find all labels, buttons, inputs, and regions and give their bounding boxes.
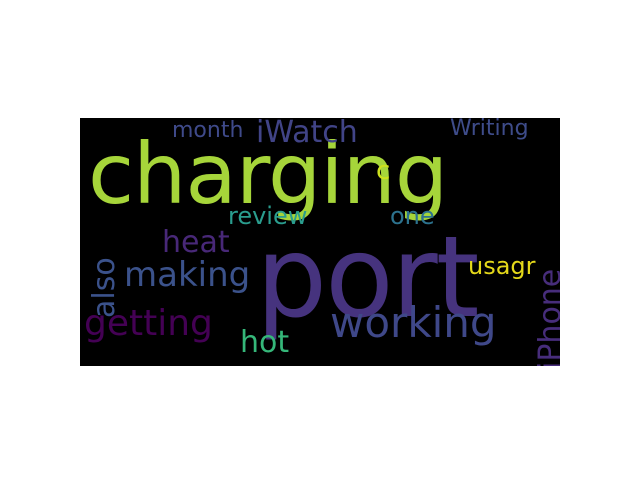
- word-c: c: [376, 156, 391, 186]
- word-making: making: [124, 255, 251, 295]
- word-usagr: usagr: [468, 252, 536, 280]
- word-one: one: [390, 202, 435, 230]
- word-writing: Writing: [450, 118, 529, 141]
- word-cloud-canvas: charging port working getting making hea…: [80, 118, 560, 366]
- word-iwatch: iWatch: [256, 118, 358, 150]
- word-working: working: [330, 298, 497, 347]
- word-heat: heat: [162, 225, 230, 260]
- word-also: also: [87, 257, 122, 318]
- word-review: review: [228, 202, 308, 230]
- word-port: port: [256, 213, 480, 343]
- word-hot: hot: [240, 325, 290, 360]
- word-month: month: [172, 118, 244, 143]
- word-iphone: iPhone: [533, 268, 560, 366]
- word-charging: charging: [88, 125, 448, 223]
- word-getting: getting: [84, 303, 213, 344]
